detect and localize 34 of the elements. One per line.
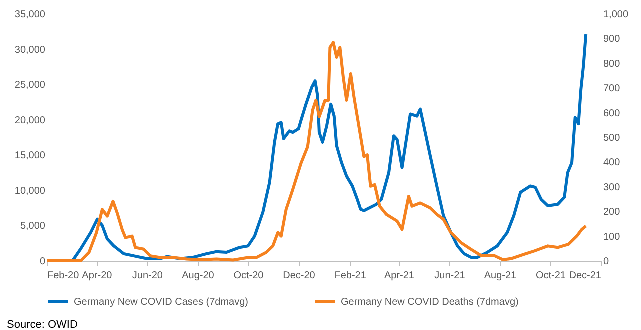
y-tick-label: 10,000 — [14, 186, 46, 197]
legend-label: Germany New COVID Cases (7dmavg) — [74, 296, 248, 308]
y-tick-label: 15,000 — [14, 150, 46, 162]
y2-tick-label: 700 — [604, 84, 621, 95]
y2-tick-label: 200 — [604, 207, 621, 218]
x-tick-label: Dec-21 — [569, 270, 602, 282]
y2-tick-label: 0 — [604, 256, 610, 268]
x-tick-label: Aug-20 — [182, 270, 215, 282]
x-tick-label: Oct-21 — [536, 270, 566, 282]
y2-tick-label: 800 — [604, 58, 621, 70]
y2-tick-label: 500 — [604, 133, 621, 144]
x-tick-label: Dec-20 — [283, 270, 316, 282]
y-tick-label: 25,000 — [14, 80, 46, 92]
y2-tick-label: 900 — [604, 34, 621, 46]
x-tick-label: Apr-20 — [82, 270, 113, 282]
y-tick-label: 20,000 — [14, 115, 46, 126]
source-note: Source: OWID — [7, 319, 78, 330]
x-tick-label: Feb-21 — [334, 270, 367, 282]
x-tick-label: Jun-20 — [132, 270, 164, 282]
y-tick-label: 5,000 — [20, 221, 46, 232]
y2-tick-label: 100 — [604, 232, 621, 243]
y-tick-label: 35,000 — [14, 10, 46, 20]
x-tick-label: Feb-20 — [48, 270, 80, 282]
x-tick-label: Oct-20 — [234, 270, 264, 282]
y2-tick-label: 1,000 — [604, 10, 629, 20]
y-tick-label: 0 — [40, 256, 46, 268]
x-tick-label: Apr-21 — [384, 270, 415, 282]
y-tick-label: 30,000 — [14, 44, 46, 56]
y2-tick-label: 600 — [604, 108, 621, 120]
x-tick-label: Jun-21 — [434, 270, 466, 282]
x-tick-label: Aug-21 — [484, 270, 518, 282]
legend-label: Germany New COVID Deaths (7dmavg) — [341, 296, 519, 308]
y2-tick-label: 300 — [604, 182, 621, 194]
y2-tick-label: 400 — [604, 158, 621, 169]
